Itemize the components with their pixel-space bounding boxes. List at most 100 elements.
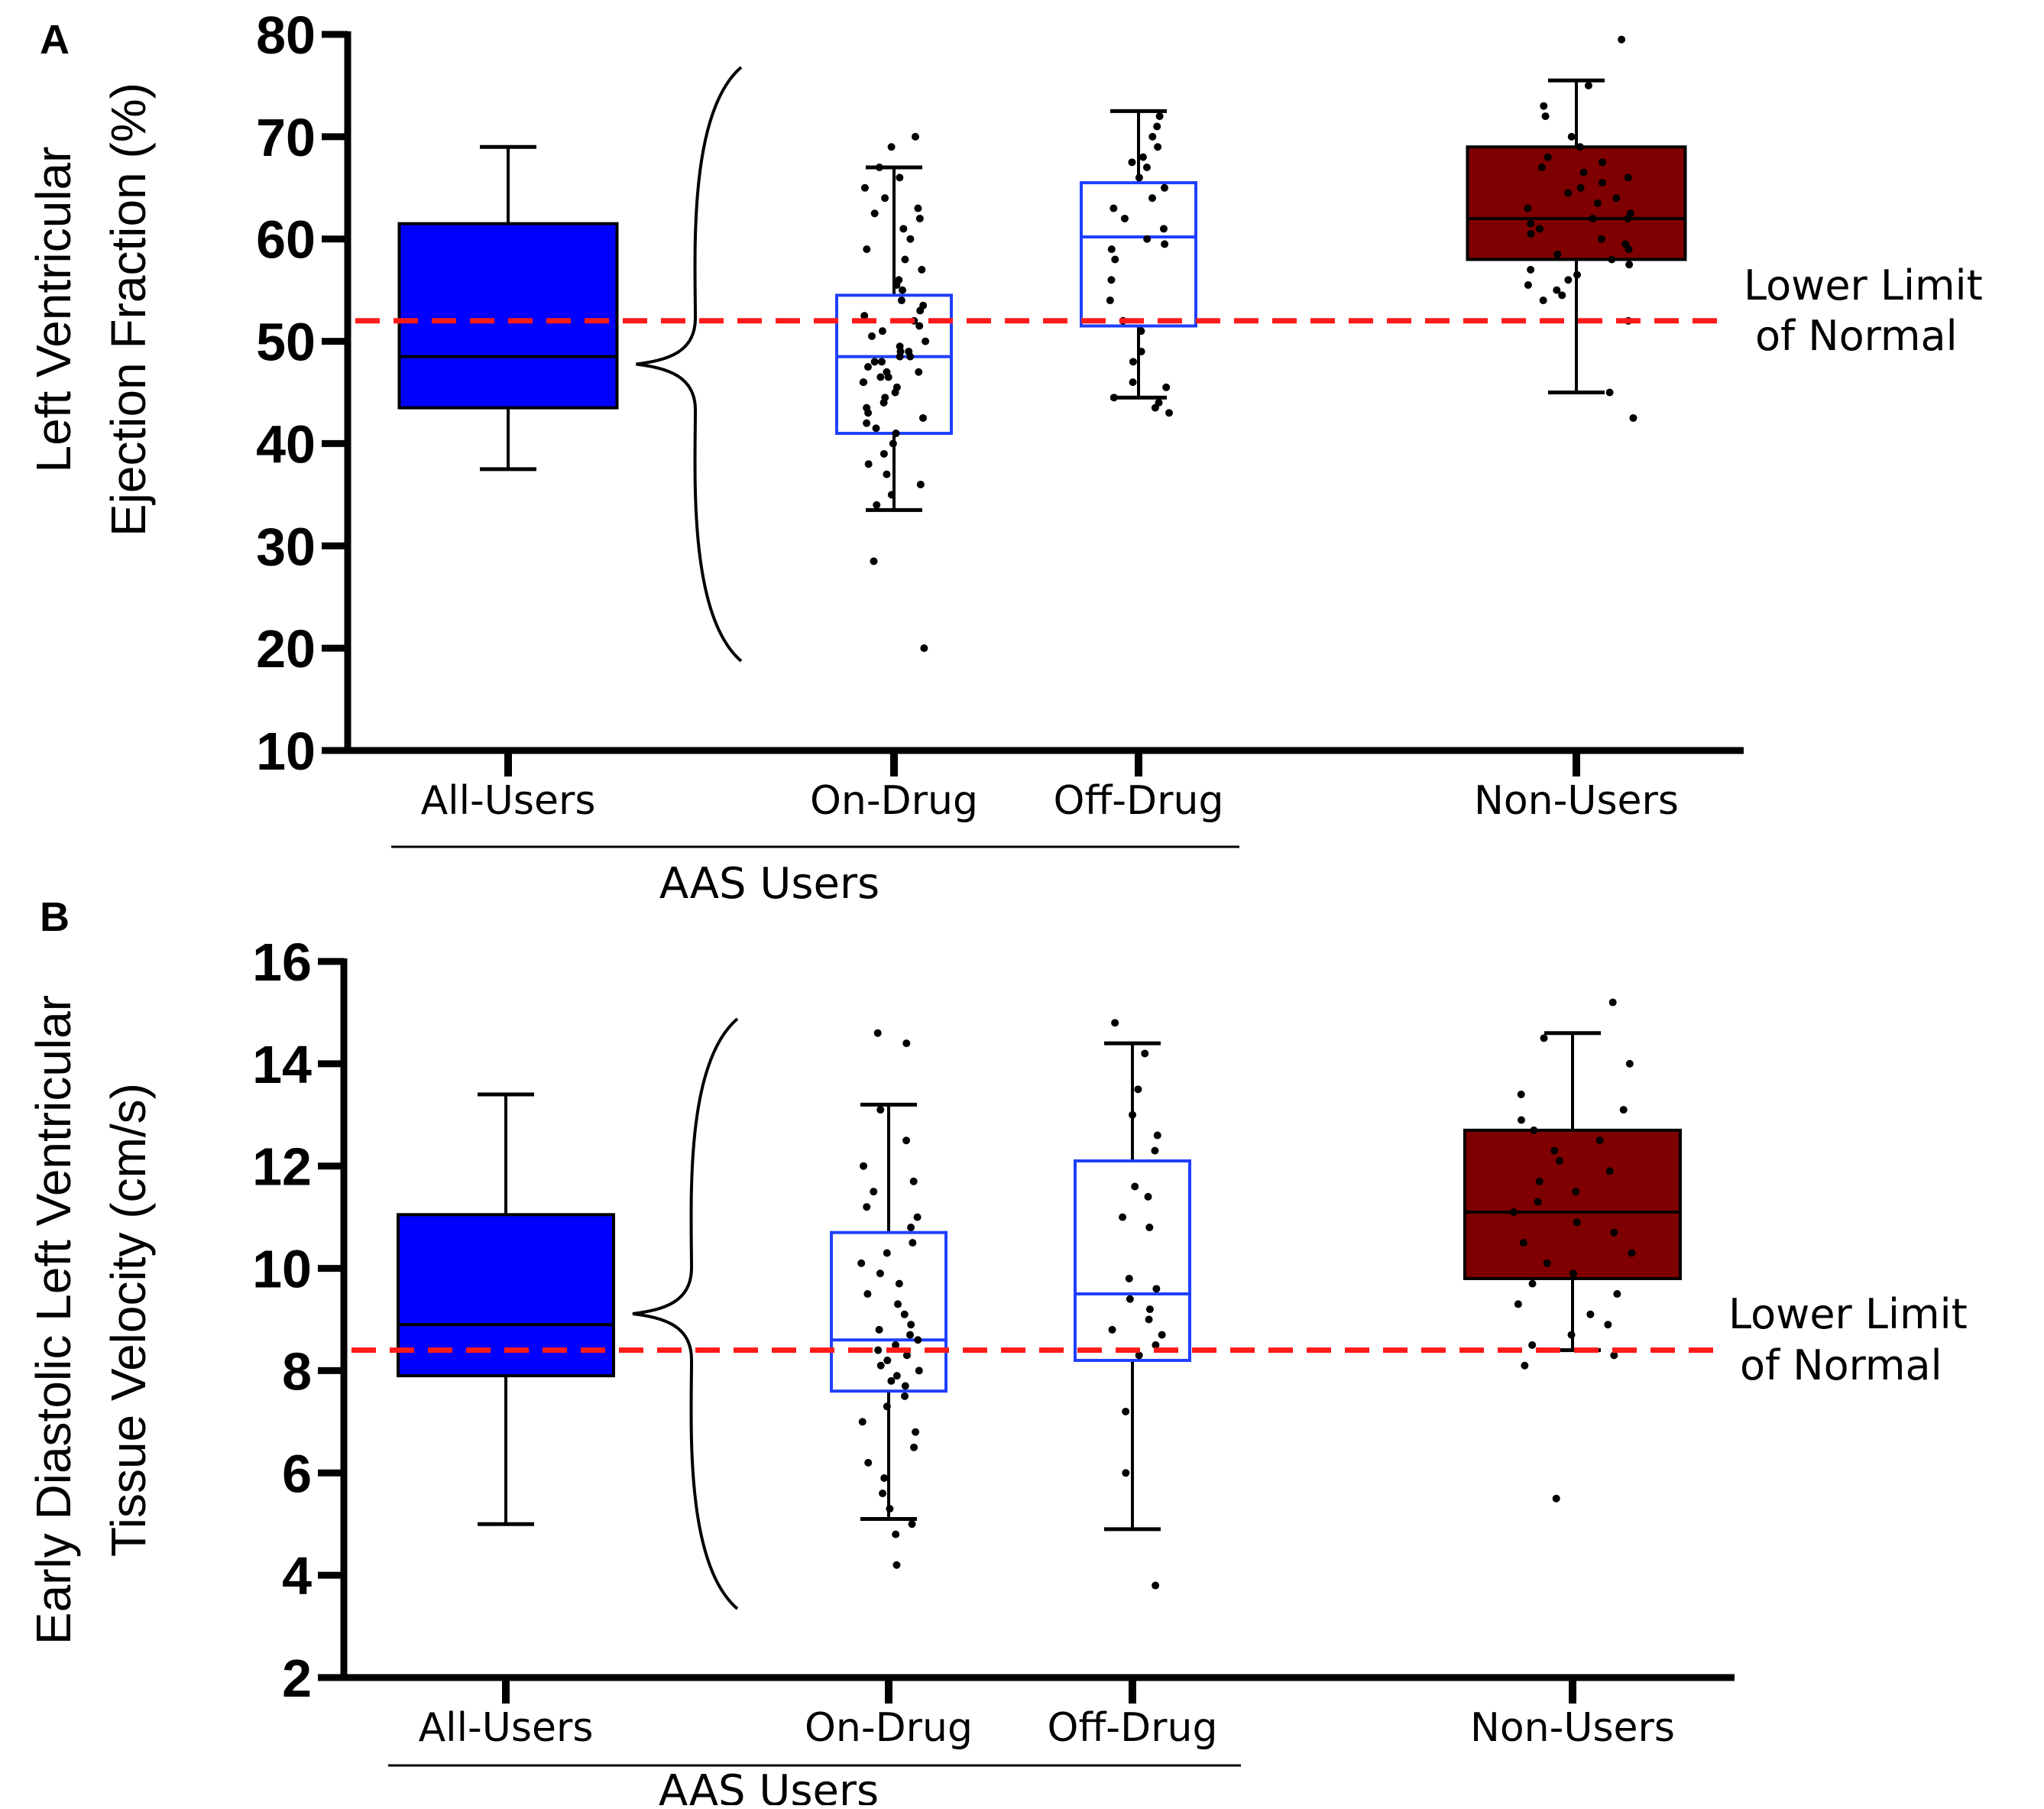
data-point bbox=[870, 209, 879, 218]
data-point bbox=[1540, 1034, 1548, 1042]
data-point bbox=[901, 255, 909, 264]
box-body bbox=[835, 293, 953, 436]
box-all-users bbox=[397, 144, 619, 472]
panel-letter: B bbox=[40, 894, 70, 940]
data-point bbox=[1530, 1126, 1538, 1134]
data-point bbox=[1528, 1279, 1537, 1288]
x-tick-label: All-Users bbox=[419, 1705, 594, 1751]
data-point bbox=[918, 413, 927, 422]
data-point bbox=[912, 1428, 920, 1436]
data-point bbox=[1579, 168, 1588, 177]
data-point bbox=[886, 1505, 894, 1513]
data-point bbox=[879, 398, 888, 407]
data-point bbox=[860, 1162, 868, 1170]
data-point bbox=[876, 1106, 885, 1114]
data-point bbox=[1129, 1110, 1137, 1119]
data-point bbox=[909, 1177, 918, 1185]
panel-b: B Early Diastolic Left Ventricular Tissue … bbox=[26, 894, 1968, 1809]
data-point bbox=[873, 1029, 882, 1037]
data-point bbox=[1119, 1213, 1127, 1221]
data-point bbox=[889, 439, 897, 448]
data-point bbox=[879, 449, 888, 458]
data-point bbox=[1161, 240, 1169, 248]
y-tick-label: 8 bbox=[282, 1341, 312, 1401]
data-point bbox=[1527, 230, 1535, 238]
y-tick-label: 6 bbox=[282, 1444, 312, 1503]
data-point bbox=[883, 1357, 892, 1365]
data-point bbox=[1129, 358, 1137, 366]
data-point bbox=[1137, 327, 1145, 336]
data-point bbox=[863, 245, 871, 254]
data-point bbox=[892, 1341, 900, 1349]
y-tick-label: 40 bbox=[256, 414, 316, 474]
y-tick-label: 12 bbox=[252, 1137, 312, 1197]
data-point bbox=[864, 1458, 873, 1467]
data-point bbox=[1567, 132, 1576, 141]
data-point bbox=[1162, 383, 1171, 391]
data-point bbox=[1151, 1146, 1159, 1155]
y-axis-label-line-2: Ejection Fraction (%) bbox=[101, 83, 156, 537]
data-point bbox=[915, 214, 924, 222]
data-point bbox=[878, 327, 886, 336]
data-point bbox=[1544, 153, 1552, 161]
data-point bbox=[1517, 1091, 1525, 1099]
data-point bbox=[1555, 1157, 1563, 1165]
data-point bbox=[922, 337, 930, 345]
data-point bbox=[1125, 1274, 1133, 1282]
data-point bbox=[900, 1310, 909, 1318]
data-point bbox=[915, 322, 924, 330]
data-point bbox=[1573, 271, 1581, 279]
data-point bbox=[1519, 1239, 1527, 1247]
data-point bbox=[1569, 1269, 1577, 1278]
data-point bbox=[1576, 183, 1585, 192]
data-point bbox=[1584, 81, 1592, 89]
data-point bbox=[1158, 1331, 1166, 1339]
y-axis-label-line-2: Tissue Velocity (cm/s) bbox=[101, 1083, 156, 1557]
panel-a: A Left Ventricular Ejection Fraction (%) 10… bbox=[26, 5, 1983, 909]
data-point bbox=[1552, 1494, 1560, 1503]
box-body bbox=[1463, 1128, 1682, 1280]
data-point bbox=[863, 363, 872, 371]
data-point bbox=[1155, 112, 1164, 121]
data-point bbox=[1106, 297, 1114, 305]
data-point bbox=[1535, 1177, 1544, 1185]
data-point bbox=[1148, 194, 1156, 203]
x-tick-label: All-Users bbox=[421, 778, 596, 824]
y-tick-label: 10 bbox=[252, 1240, 312, 1299]
data-point bbox=[918, 265, 926, 274]
box-body bbox=[830, 1230, 947, 1393]
data-point bbox=[1152, 1581, 1160, 1590]
data-point bbox=[1154, 143, 1162, 151]
data-point bbox=[1135, 1351, 1143, 1360]
data-point bbox=[1152, 1285, 1161, 1293]
data-point bbox=[1558, 291, 1566, 300]
data-point bbox=[1534, 1198, 1542, 1206]
data-point bbox=[1145, 1315, 1153, 1324]
data-point bbox=[914, 204, 922, 212]
group-brace bbox=[632, 1017, 739, 1610]
data-point bbox=[920, 644, 928, 653]
data-point bbox=[1625, 261, 1634, 269]
data-point bbox=[1537, 164, 1546, 172]
data-point bbox=[863, 419, 871, 427]
data-point bbox=[884, 373, 892, 381]
box-body bbox=[397, 222, 619, 410]
data-point bbox=[857, 1259, 866, 1267]
data-point bbox=[895, 1279, 903, 1288]
group-label: AAS Users bbox=[659, 1766, 879, 1805]
data-point bbox=[914, 1336, 922, 1344]
data-point bbox=[1107, 245, 1116, 254]
data-point bbox=[1629, 413, 1637, 422]
data-point bbox=[902, 1039, 911, 1048]
data-point bbox=[1567, 1331, 1576, 1339]
data-point bbox=[902, 1136, 911, 1145]
y-tick-label: 10 bbox=[256, 721, 316, 781]
data-point bbox=[902, 1351, 911, 1360]
data-point bbox=[864, 460, 873, 468]
data-point bbox=[907, 1321, 915, 1329]
data-point bbox=[1142, 164, 1151, 172]
data-point bbox=[901, 1392, 909, 1400]
data-point bbox=[1527, 219, 1535, 228]
data-point bbox=[1524, 280, 1532, 289]
data-point bbox=[1165, 409, 1174, 417]
